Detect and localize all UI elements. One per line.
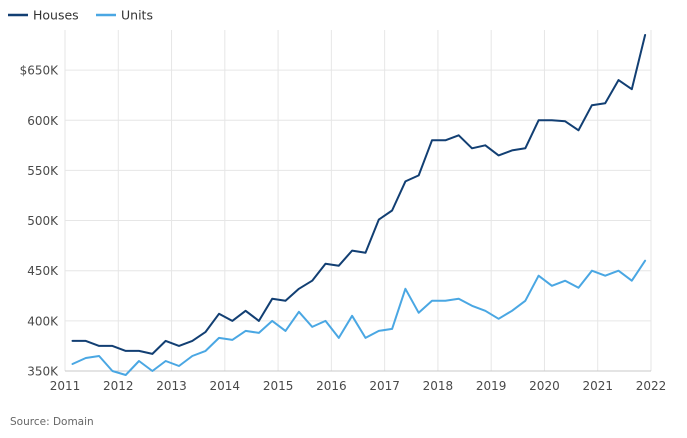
x-tick-label-2012: 2012 [103,379,134,393]
x-tick-label-2020: 2020 [529,379,560,393]
x-tick-label-2019: 2019 [476,379,507,393]
series-line-units [71,259,647,376]
x-tick-label-2015: 2015 [263,379,294,393]
source-note: Source: Domain [10,416,94,428]
y-tick-label-350: 350K [27,365,59,379]
x-tick-label-2013: 2013 [156,379,187,393]
x-tick-label-2011: 2011 [50,379,81,393]
series-line-houses [71,34,647,355]
legend-item-houses[interactable]: Houses [8,8,79,23]
y-tick-label-650: $650K [20,64,60,78]
y-tick-label-550: 550K [27,164,59,178]
y-tick-label-600: 600K [27,114,59,128]
x-tick-label-2021: 2021 [582,379,613,393]
legend: Houses Units [8,8,153,23]
legend-label-houses: Houses [33,8,79,23]
y-tick-label-500: 500K [27,214,59,228]
y-axis-labels: 350K 400K 450K 500K 550K 600K $650K [20,64,60,379]
x-tick-label-2016: 2016 [316,379,347,393]
y-tick-label-400: 400K [27,314,59,328]
legend-label-units: Units [121,8,153,23]
y-tick-label-450: 450K [27,264,59,278]
series-lines [71,34,647,376]
x-tick-label-2017: 2017 [369,379,400,393]
legend-item-units[interactable]: Units [96,8,153,23]
x-axis-labels: 2011 2012 2013 2014 2015 2016 2017 2018 2019 2020… [50,379,667,393]
x-tick-label-2014: 2014 [210,379,241,393]
grid [64,30,652,371]
x-tick-label-2018: 2018 [423,379,454,393]
x-tick-label-2022: 2022 [636,379,667,393]
